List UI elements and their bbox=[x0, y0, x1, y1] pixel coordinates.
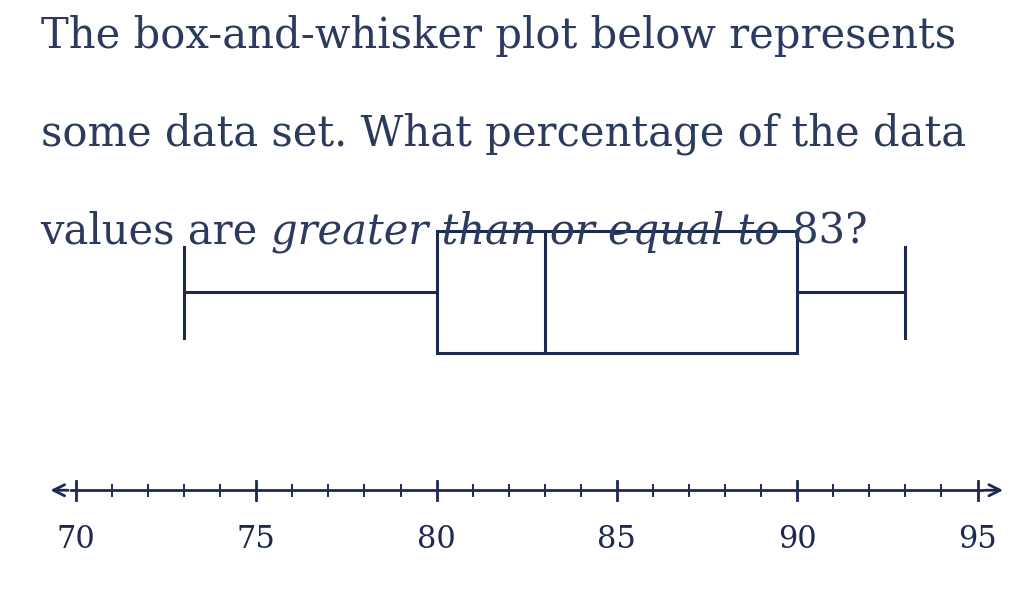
Text: 85: 85 bbox=[598, 524, 636, 555]
Text: greater than or equal to: greater than or equal to bbox=[271, 210, 779, 253]
Text: greater than or equal to: greater than or equal to bbox=[271, 210, 779, 253]
Text: 95: 95 bbox=[958, 524, 997, 555]
Text: The box-and-whisker plot below represents: The box-and-whisker plot below represent… bbox=[41, 15, 955, 57]
Text: values are: values are bbox=[41, 210, 271, 252]
Text: 75: 75 bbox=[237, 524, 276, 555]
Text: 83?: 83? bbox=[779, 210, 868, 252]
Text: 90: 90 bbox=[778, 524, 816, 555]
Text: values are: values are bbox=[41, 210, 271, 252]
Text: some data set. What percentage of the data: some data set. What percentage of the da… bbox=[41, 113, 965, 155]
Text: 80: 80 bbox=[417, 524, 456, 555]
Text: 70: 70 bbox=[57, 524, 95, 555]
